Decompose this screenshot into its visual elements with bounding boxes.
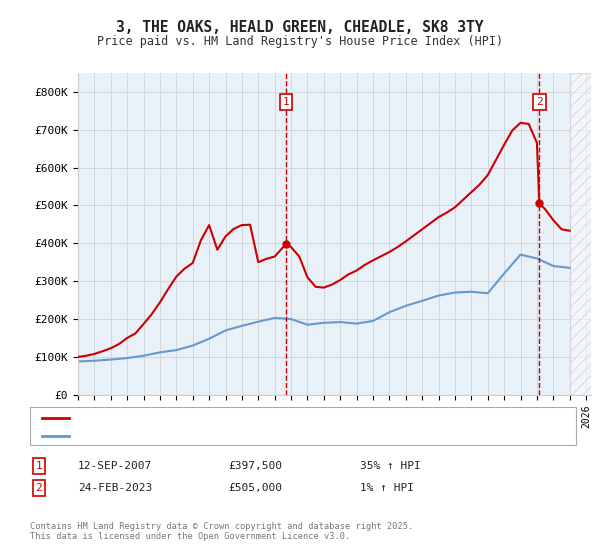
Text: £505,000: £505,000 bbox=[228, 483, 282, 493]
Text: £397,500: £397,500 bbox=[228, 461, 282, 471]
Text: Price paid vs. HM Land Registry's House Price Index (HPI): Price paid vs. HM Land Registry's House … bbox=[97, 35, 503, 48]
Text: 3, THE OAKS, HEALD GREEN, CHEADLE, SK8 3TY (detached house): 3, THE OAKS, HEALD GREEN, CHEADLE, SK8 3… bbox=[75, 413, 444, 423]
Text: HPI: Average price, detached house, Stockport: HPI: Average price, detached house, Stoc… bbox=[75, 431, 356, 441]
Text: Contains HM Land Registry data © Crown copyright and database right 2025.
This d: Contains HM Land Registry data © Crown c… bbox=[30, 522, 413, 542]
Text: 1: 1 bbox=[283, 97, 290, 107]
Text: 12-SEP-2007: 12-SEP-2007 bbox=[78, 461, 152, 471]
Text: 24-FEB-2023: 24-FEB-2023 bbox=[78, 483, 152, 493]
Text: 2: 2 bbox=[35, 483, 43, 493]
Text: 2: 2 bbox=[536, 97, 543, 107]
Bar bbox=[569, 73, 591, 395]
Text: 35% ↑ HPI: 35% ↑ HPI bbox=[360, 461, 421, 471]
Text: 3, THE OAKS, HEALD GREEN, CHEADLE, SK8 3TY: 3, THE OAKS, HEALD GREEN, CHEADLE, SK8 3… bbox=[116, 20, 484, 35]
Text: 1% ↑ HPI: 1% ↑ HPI bbox=[360, 483, 414, 493]
Text: 1: 1 bbox=[35, 461, 43, 471]
